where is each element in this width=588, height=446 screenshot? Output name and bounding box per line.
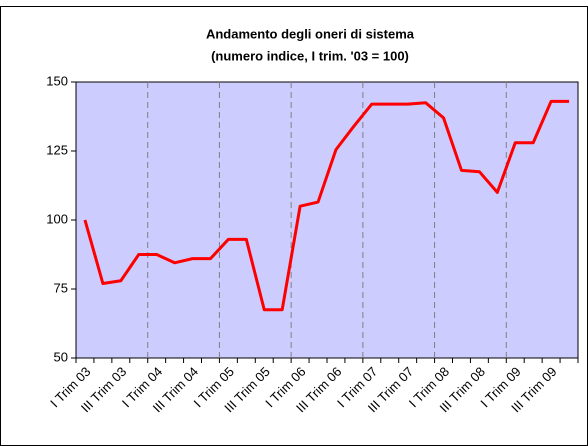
y-tick-label: 75: [54, 280, 68, 295]
y-tick-label: 150: [46, 73, 68, 88]
y-tick-label: 125: [46, 142, 68, 157]
data-line: [83, 99, 570, 312]
plot-area: [75, 81, 579, 359]
chart-title: Andamento degli oneri di sistema: [206, 26, 415, 41]
chart-subtitle: (numero indice, I trim. '03 = 100): [211, 48, 409, 63]
y-tick-label: 50: [54, 349, 68, 364]
y-tick-label: 100: [46, 211, 68, 226]
